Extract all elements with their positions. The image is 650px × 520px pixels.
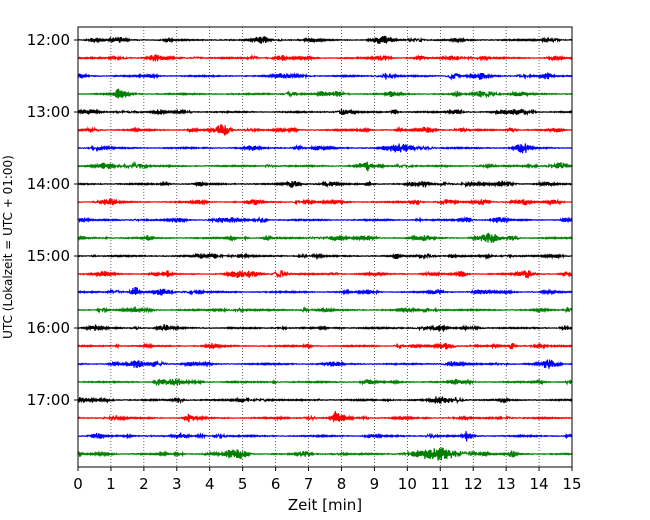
x-tick-label: 7 xyxy=(304,475,314,493)
trace-1715 xyxy=(77,411,573,423)
x-tick-label: 10 xyxy=(398,475,417,493)
trace-1415 xyxy=(77,198,573,207)
y-tick-label: 14:00 xyxy=(27,175,70,193)
trace-1230 xyxy=(77,71,573,81)
x-tick-label: 11 xyxy=(431,475,450,493)
trace-1330 xyxy=(77,143,573,154)
x-tick-label: 15 xyxy=(562,475,581,493)
trace-1500 xyxy=(77,252,573,260)
x-tick-label: 4 xyxy=(205,475,215,493)
trace-1545 xyxy=(77,306,573,314)
trace-1645 xyxy=(77,378,573,386)
trace-1515 xyxy=(77,270,573,279)
x-tick-label: 8 xyxy=(337,475,347,493)
trace-1245 xyxy=(77,88,573,99)
y-axis-label: UTC (Lokalzeit = UTC + 01:00) xyxy=(1,155,15,339)
x-axis-ticks: 0 1 2 3 4 5 6 7 8 9 10 11 12 13 14 15 xyxy=(73,467,582,493)
trace-1700 xyxy=(77,396,573,405)
y-axis-ticks: 12:00 13:00 14:00 15:00 16:00 17:00 xyxy=(27,31,78,409)
trace-1600 xyxy=(77,324,573,332)
trace-1300 xyxy=(77,108,573,116)
x-tick-label: 6 xyxy=(271,475,281,493)
trace-1215 xyxy=(77,53,573,62)
x-tick-label: 9 xyxy=(370,475,380,493)
x-tick-label: 1 xyxy=(106,475,116,493)
y-tick-label: 16:00 xyxy=(27,319,70,337)
trace-1345 xyxy=(77,160,573,172)
x-tick-label: 3 xyxy=(172,475,182,493)
trace-1430 xyxy=(77,215,573,224)
trace-1445 xyxy=(77,232,573,243)
trace-1730 xyxy=(77,431,573,442)
x-tick-label: 12 xyxy=(464,475,483,493)
plot-frame xyxy=(77,26,573,468)
x-tick-label: 13 xyxy=(497,475,516,493)
trace-1745 xyxy=(77,447,573,461)
trace-1400 xyxy=(77,180,573,189)
trace-1615 xyxy=(77,342,573,350)
y-tick-label: 17:00 xyxy=(27,391,70,409)
x-tick-label: 2 xyxy=(139,475,149,493)
grid-lines xyxy=(110,27,540,467)
x-tick-label: 0 xyxy=(73,475,83,493)
y-tick-label: 15:00 xyxy=(27,247,70,265)
y-tick-label: 13:00 xyxy=(27,103,70,121)
trace-1630 xyxy=(77,359,573,369)
y-tick-label: 12:00 xyxy=(27,31,70,49)
trace-1200 xyxy=(77,35,573,44)
trace-1315 xyxy=(77,124,573,136)
traces xyxy=(77,35,573,461)
trace-1530 xyxy=(77,286,573,296)
x-axis-label: Zeit [min] xyxy=(288,496,362,514)
x-tick-label: 14 xyxy=(530,475,549,493)
x-tick-label: 5 xyxy=(238,475,248,493)
